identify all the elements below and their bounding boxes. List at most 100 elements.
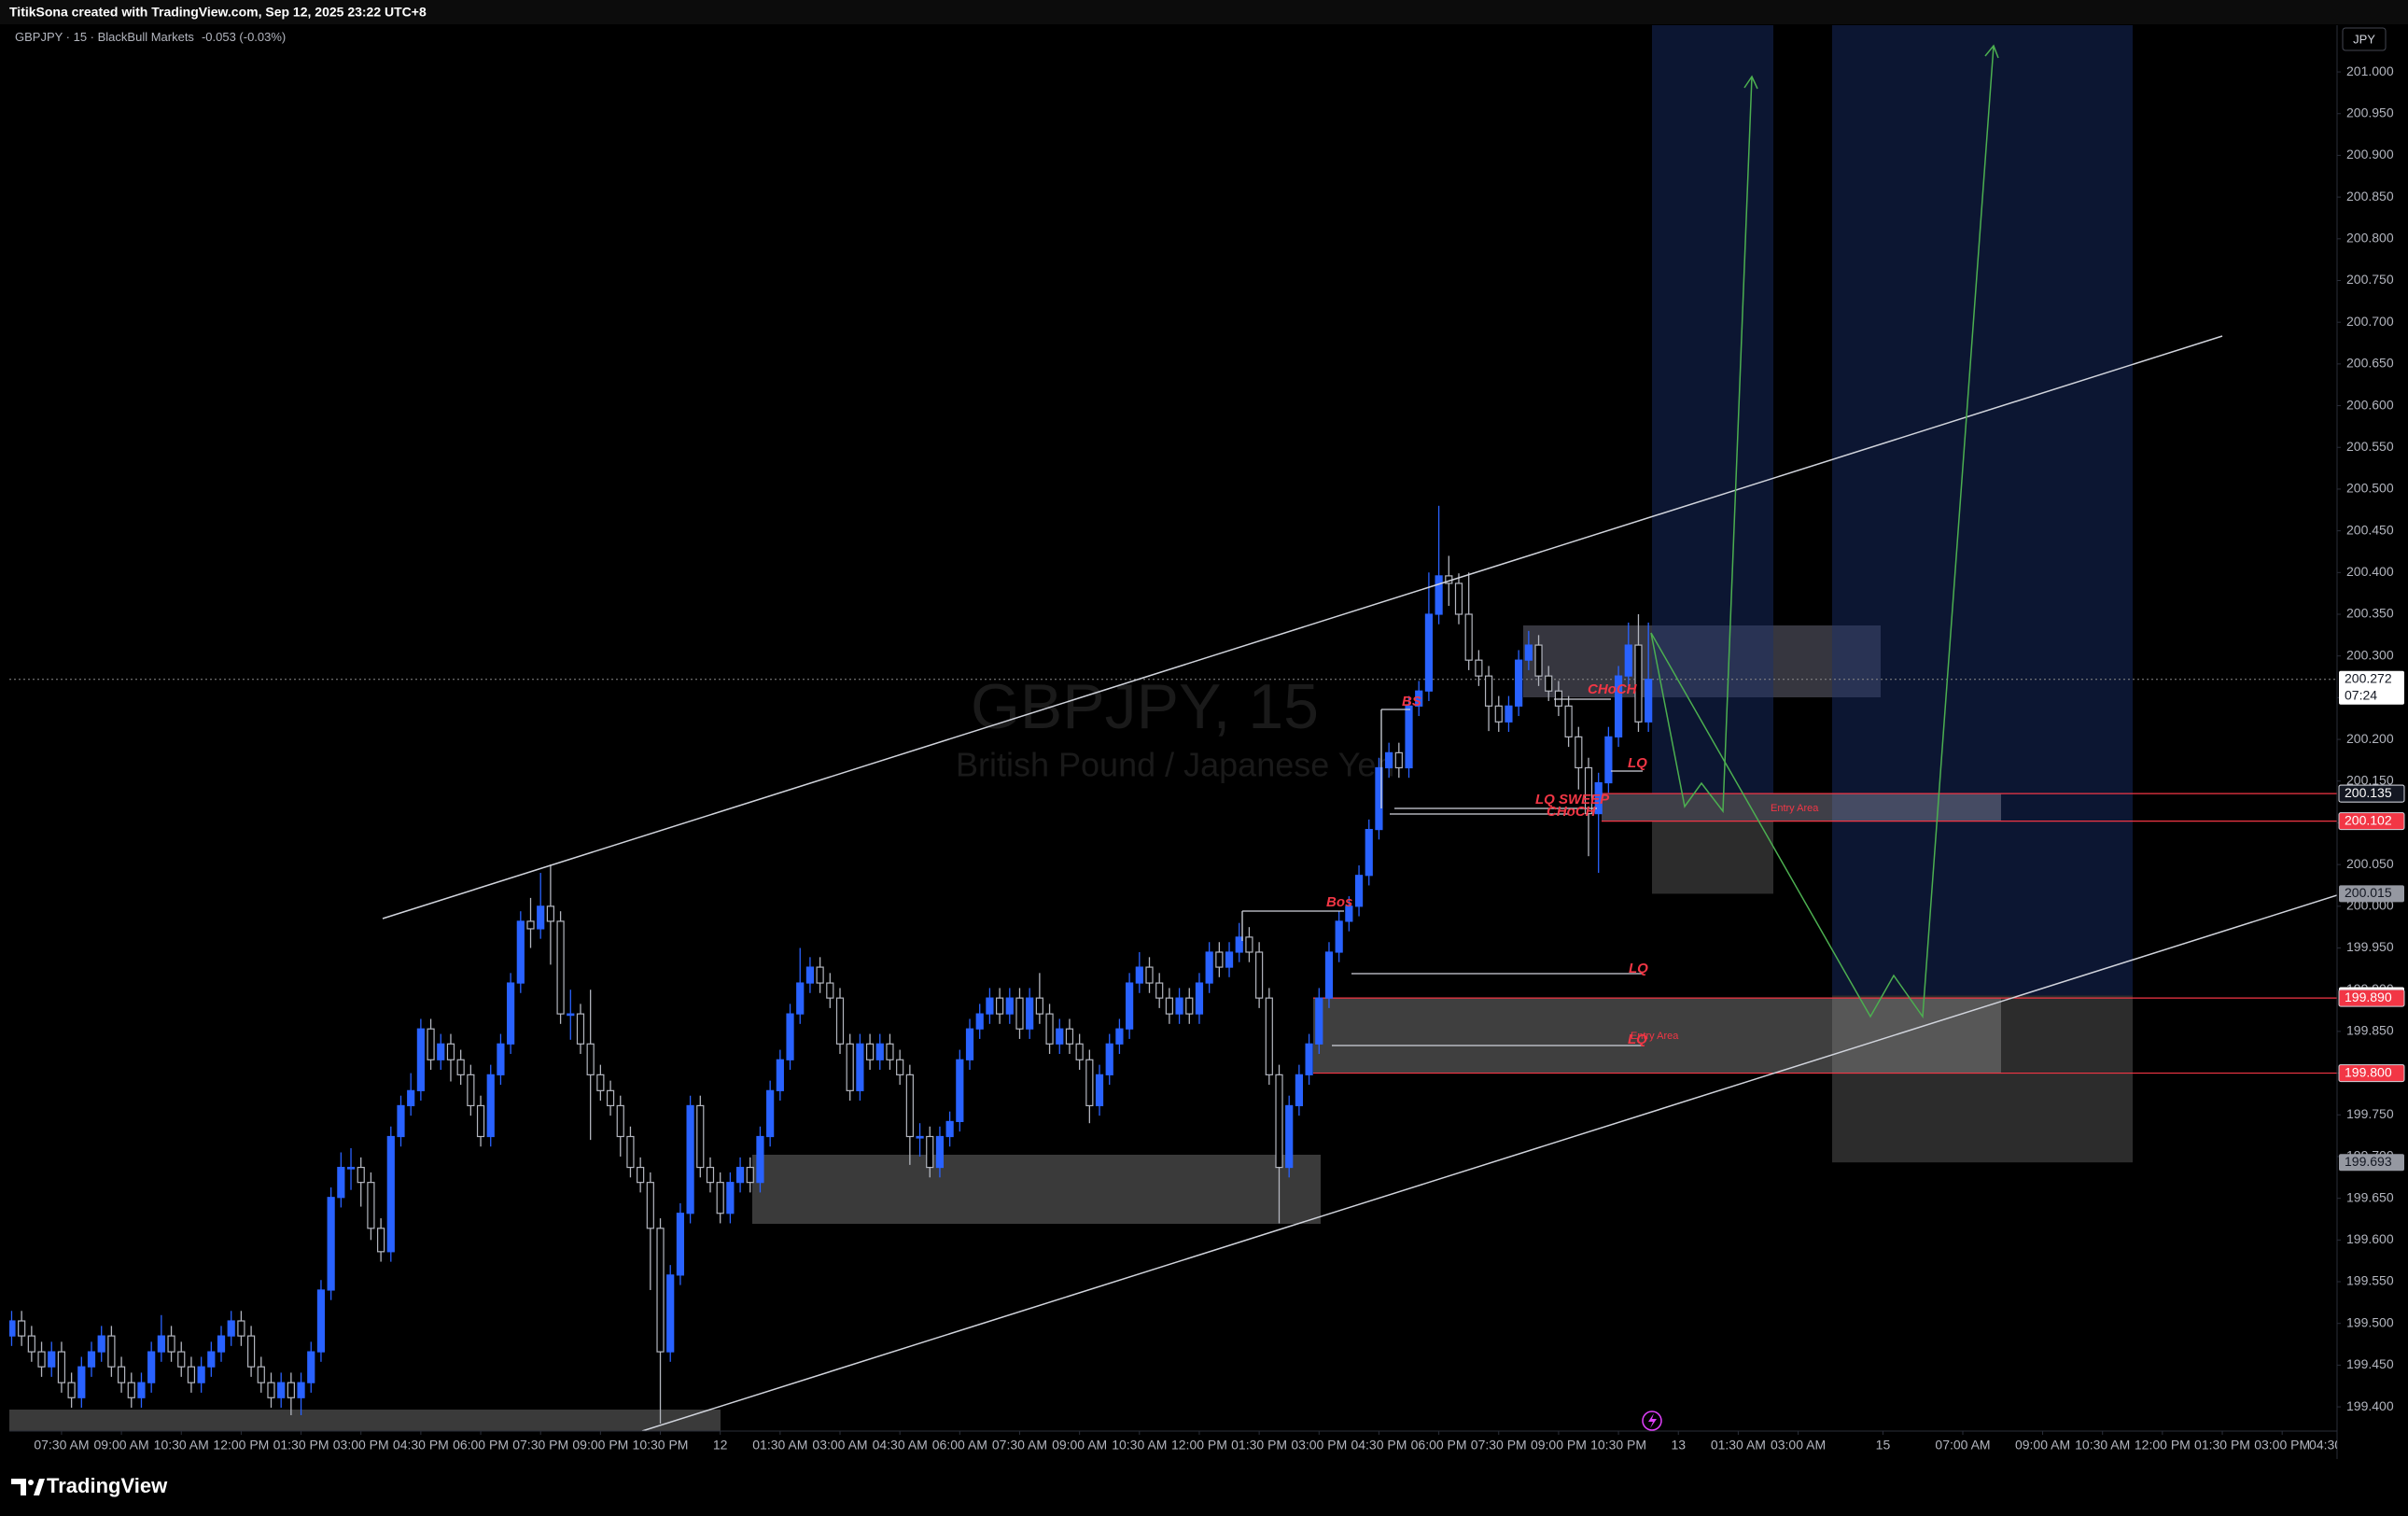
candle-body [586, 1043, 595, 1075]
y-tick-label: 200.550 [2346, 439, 2394, 454]
candle-body [9, 1320, 16, 1337]
candle-body [856, 1043, 864, 1091]
candle-body [1435, 575, 1443, 615]
x-tick-label: 07:30 PM [512, 1438, 568, 1453]
candle-body [666, 1274, 675, 1353]
candle-body [1554, 690, 1563, 707]
brand: TradingView [47, 1474, 168, 1497]
watermark-title: GBPJPY, 15 [971, 671, 1319, 742]
candle-body [1394, 751, 1403, 769]
y-tick-label: 200.800 [2346, 231, 2394, 246]
candle-body [177, 1351, 186, 1368]
candle-body [746, 1166, 754, 1184]
x-tick-label: 06:00 PM [453, 1438, 509, 1453]
structure-label: CHoCH [1547, 804, 1597, 820]
candle-body [37, 1351, 46, 1368]
candle-body [277, 1382, 286, 1398]
candle-body [1215, 951, 1224, 968]
stop-zone [1652, 821, 1773, 894]
candle-body [786, 1013, 794, 1060]
candle-body [1604, 736, 1613, 784]
candle-body [1545, 675, 1553, 692]
y-tick-label: 200.750 [2346, 272, 2394, 287]
x-tick-label: 13 [1671, 1438, 1686, 1453]
x-tick-label: 15 [1876, 1438, 1891, 1453]
y-tick-label: 200.650 [2346, 356, 2394, 371]
candle-body [756, 1135, 764, 1184]
candle-body [537, 905, 545, 930]
candle-body [1026, 997, 1034, 1030]
projection-path [1650, 45, 1995, 1019]
y-tick-label: 200.600 [2346, 397, 2394, 412]
candle-body [965, 1028, 974, 1060]
candle-body [227, 1320, 235, 1337]
x-tick-label: 07:30 PM [1471, 1438, 1527, 1453]
y-tick-label: 200.150 [2346, 772, 2394, 787]
time-axis: 07:30 AM 09:00 AM 10:30 AM 12:00 PM 01:30 PM… [34, 1431, 2337, 1453]
candle-body [497, 1043, 505, 1075]
x-tick-label: 01:30 PM [2194, 1438, 2250, 1453]
candle-body [137, 1382, 146, 1398]
y-tick-label: 199.950 [2346, 939, 2394, 954]
candle-body [1305, 1043, 1313, 1075]
candle-body [377, 1228, 385, 1253]
y-tick-label: 200.500 [2346, 481, 2394, 496]
candle-body [1255, 951, 1264, 999]
candle-body [1614, 675, 1623, 737]
x-tick-label: 03:00 PM [333, 1438, 389, 1453]
candle-body [945, 1120, 954, 1138]
candle-body [407, 1089, 415, 1107]
candle-body [686, 1104, 694, 1214]
candle-body [1484, 675, 1493, 707]
candle-body [1075, 1043, 1084, 1060]
candle-body [1634, 644, 1643, 723]
candle-body [346, 1166, 356, 1170]
x-tick-label: 12 [713, 1438, 728, 1453]
candle-body [1205, 951, 1213, 984]
candle-body [1524, 644, 1533, 661]
zone [9, 1410, 721, 1431]
candle-body [576, 1013, 585, 1045]
trend-line [641, 894, 2337, 1431]
candle-body [357, 1166, 365, 1184]
candle-body [1085, 1059, 1094, 1107]
candle-body [1505, 705, 1513, 723]
x-tick-label: 12:00 PM [213, 1438, 269, 1453]
candle-body [1145, 966, 1154, 984]
candle-body [886, 1043, 894, 1060]
y-tick-label: 199.850 [2346, 1023, 2394, 1038]
candle-body [147, 1351, 156, 1383]
price-label-box [2338, 989, 2405, 1007]
zone-label: Entry Area [1631, 1031, 1679, 1042]
price-label: 200.015 [2345, 885, 2392, 900]
candle-body [77, 1366, 86, 1398]
candle-body [1464, 613, 1473, 661]
candle-body [267, 1382, 275, 1398]
event-icon[interactable] [1642, 1411, 1662, 1431]
candle-body [606, 1089, 615, 1107]
x-tick-label: 07:00 AM [1935, 1438, 1990, 1453]
currency-label[interactable]: JPY [2353, 32, 2375, 46]
x-tick-label: 04:30 PM [393, 1438, 449, 1453]
logo-dot [28, 1480, 34, 1485]
price-label-box [2338, 812, 2405, 831]
candle-body [546, 905, 554, 922]
axis-layer: 201.000 200.950 200.900 200.850 200.800 200.7… [2337, 63, 2405, 1413]
candle-body [926, 1135, 934, 1169]
structure-label: Bos [1326, 894, 1352, 910]
x-tick-label: 03:00 AM [1771, 1438, 1826, 1453]
price-label-box [2339, 1154, 2404, 1172]
price-label: 199.693 [2345, 1154, 2392, 1169]
candle-body [246, 1335, 256, 1368]
x-tick-label: 04:30 PM [1351, 1438, 1407, 1453]
price-label: 199.890 [2345, 990, 2392, 1004]
candle-body [1645, 679, 1653, 723]
currency-button[interactable] [2342, 27, 2387, 51]
candle-body [776, 1059, 784, 1091]
candle-body [935, 1135, 945, 1169]
candle-body [516, 920, 525, 984]
zone [1523, 625, 1881, 697]
candle-body [716, 1182, 724, 1214]
candle-body [1056, 1028, 1064, 1045]
